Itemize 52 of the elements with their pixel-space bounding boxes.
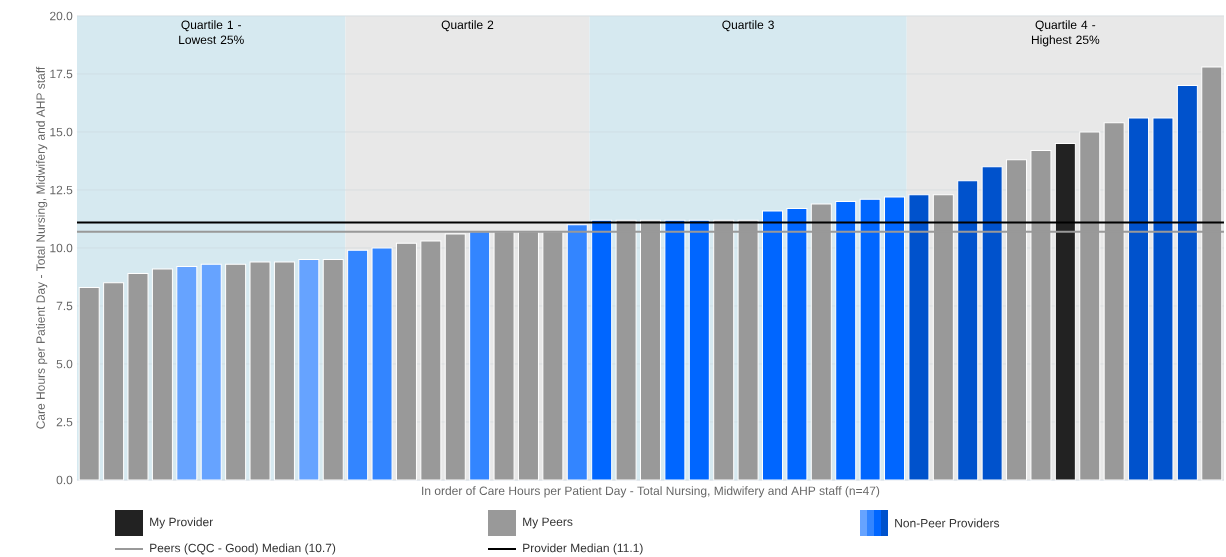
bar [786,208,808,481]
y-tick-label: 2.5 [56,417,73,427]
bar [957,180,979,481]
bar [835,201,857,481]
y-tick-label: 0.0 [56,475,73,485]
bar [591,219,613,481]
bar [78,286,100,481]
bar [981,166,1003,481]
y-tick-label: 5.0 [56,359,73,369]
bar [859,198,881,481]
bar [371,247,393,481]
y-tick-label: 17.5 [50,69,73,79]
bar [1176,85,1198,481]
bar [420,240,442,481]
x-axis-title: In order of Care Hours per Patient Day - Total Nursing, Midwifery and AHP staff (n=47) [422,486,880,498]
annotation: Quartile 2 [441,20,494,32]
bar [322,259,344,481]
y-tick-label: 12.5 [50,185,73,195]
y-tick-label: 20.0 [50,11,73,21]
bar [395,242,417,481]
bar [151,268,173,481]
bar [225,263,247,481]
bar [1054,143,1076,481]
bar [176,266,198,481]
bar [688,219,710,481]
bar [347,249,369,481]
y-tick-label: 7.5 [56,301,73,311]
bar [200,263,222,481]
bar [273,261,295,481]
bar [1128,117,1150,481]
legend-label: My Provider [150,517,213,529]
bar [298,259,320,481]
legend-label: Provider Median (11.1) [523,543,643,555]
bar [664,219,686,481]
bar [1152,117,1174,481]
bar [249,261,271,481]
bar [469,231,491,481]
y-tick-label: 10.0 [50,243,73,253]
y-tick-label: 15.0 [50,127,73,137]
bar [103,282,125,481]
bar [884,196,906,481]
bar [762,210,784,481]
annotation: Quartile 1 - Lowest 25% [179,20,244,44]
annotation: Quartile 3 [722,20,774,32]
legend-label: My Peers [523,517,573,529]
bar [127,273,149,481]
annotation: Quartile 4 - Highest 25% [1031,20,1100,47]
y-axis-title: Care Hours per Patient Day - Total Nursing, Midwifery and AHP staff [36,66,48,429]
legend-label: Non-Peer Providers [895,518,1000,528]
legend-label: Peers (CQC - Good) Median (10.7) [150,543,336,555]
bar [908,194,930,481]
bar [566,224,588,481]
